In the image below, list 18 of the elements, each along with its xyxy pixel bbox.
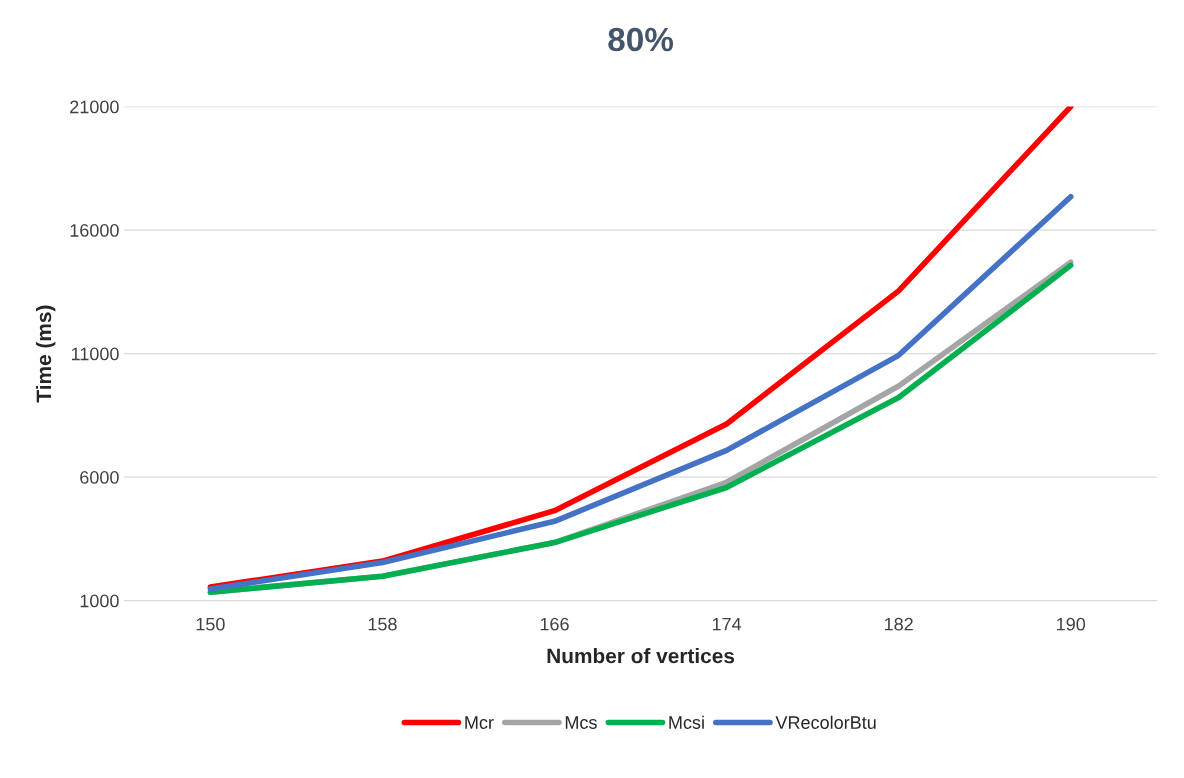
legend-label: Mcs [565,716,597,729]
x-tick-label: 158 [368,617,397,631]
legend-label: Mcr [465,716,494,729]
legend-label: Mcsi [669,715,704,729]
x-axis-title: Number of vertices [547,648,735,664]
x-tick-label: 182 [884,617,913,631]
x-tick-label: 190 [1057,617,1086,631]
y-tick-label: 21000 [70,100,119,114]
x-tick-label: 166 [540,617,569,631]
y-tick-label: 16000 [70,224,119,237]
y-axis-title: Time (ms) [35,305,56,403]
y-tick-label: 11000 [71,347,119,361]
chart-title: 80% [608,27,674,52]
legend-label: VRecolorBtu [775,715,876,729]
y-tick-label: 6000 [80,471,119,484]
x-tick-label: 150 [196,617,225,631]
y-tick-label: 1000 [80,594,119,608]
x-tick-label: 174 [712,617,742,631]
